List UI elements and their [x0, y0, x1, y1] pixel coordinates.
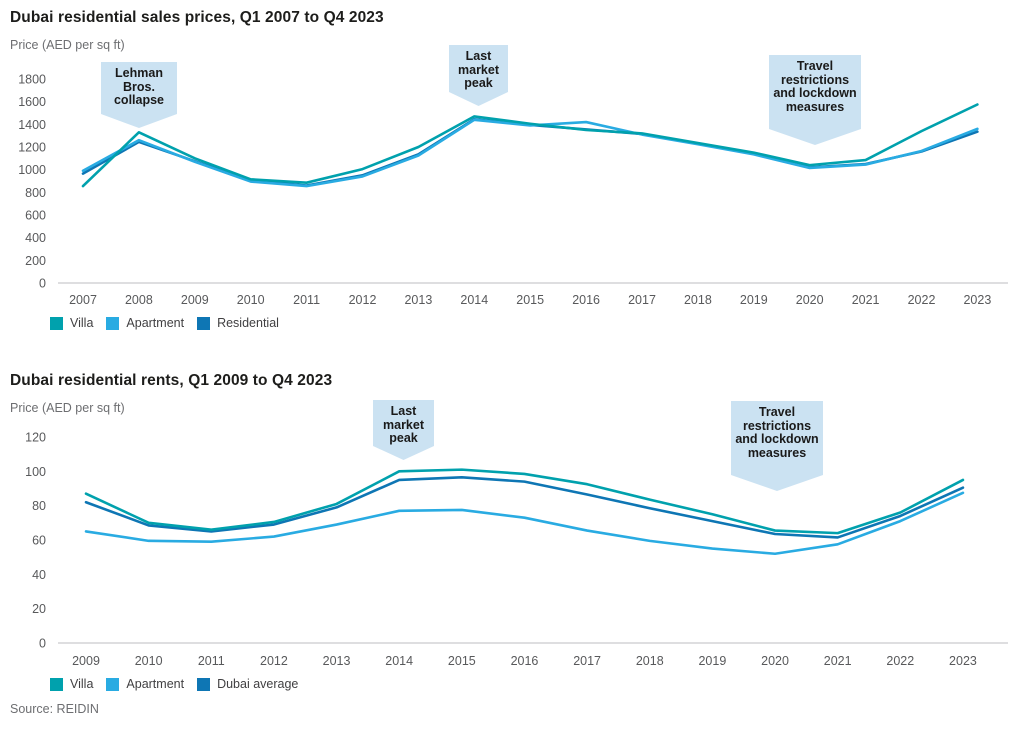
sales-legend: Villa Apartment Residential — [50, 316, 279, 330]
x-tick-label: 2013 — [404, 293, 432, 307]
legend-swatch-icon — [197, 316, 211, 330]
annotation-travel-1: Travel restrictions and lockdown measure… — [769, 55, 861, 145]
x-tick-label: 2015 — [448, 654, 476, 668]
series-line-apartment — [81, 118, 979, 188]
x-tick-label: 2014 — [385, 654, 413, 668]
legend-label: Villa — [70, 316, 94, 330]
rents-chart-title: Dubai residential rents, Q1 2009 to Q4 2… — [10, 372, 333, 389]
legend-label: Villa — [70, 677, 94, 691]
x-tick-label: 2014 — [460, 293, 488, 307]
x-tick-label: 2020 — [796, 293, 824, 307]
y-tick-label: 1400 — [18, 118, 46, 132]
sales-y-axis-title: Price (AED per sq ft) — [10, 38, 125, 52]
series-line-villa — [84, 468, 965, 535]
x-tick-label: 2009 — [181, 293, 209, 307]
y-tick-label: 120 — [25, 431, 46, 445]
x-tick-label: 2017 — [573, 654, 601, 668]
series-line-dubai-average — [84, 476, 965, 539]
legend-label: Dubai average — [217, 677, 299, 691]
x-tick-label: 2022 — [886, 654, 914, 668]
y-tick-label: 1200 — [18, 141, 46, 155]
x-tick-label: 2016 — [511, 654, 539, 668]
sales-chart-title: Dubai residential sales prices, Q1 2007 … — [10, 9, 384, 26]
legend-label: Apartment — [126, 677, 185, 691]
annotation-lehman: Lehman Bros. collapse — [101, 62, 177, 128]
sales-prices-chart: 0 200 400 600 800 1000 1200 1400 1600 1800 2007 200… — [18, 73, 1008, 307]
rents-legend: Villa Apartment Dubai average — [50, 677, 298, 691]
series-line-villa — [81, 103, 979, 188]
source-credit: Source: REIDIN — [10, 702, 99, 716]
annotation-peak-1: Last market peak — [449, 45, 508, 106]
y-tick-label: 0 — [39, 637, 46, 651]
x-tick-label: 2016 — [572, 293, 600, 307]
legend-item-villa: Villa — [50, 677, 93, 691]
x-tick-label: 2012 — [260, 654, 288, 668]
y-tick-label: 1000 — [18, 163, 46, 177]
x-tick-label: 2011 — [293, 293, 320, 307]
legend-label: Apartment — [126, 316, 185, 330]
x-tick-label: 2012 — [349, 293, 377, 307]
y-tick-label: 1800 — [18, 73, 46, 87]
legend-swatch-icon — [106, 316, 120, 330]
y-tick-label: 200 — [25, 254, 46, 268]
y-tick-label: 80 — [32, 499, 46, 513]
legend-swatch-icon — [106, 677, 120, 691]
x-tick-label: 2021 — [852, 293, 880, 307]
rents-y-axis-title: Price (AED per sq ft) — [10, 401, 125, 415]
y-tick-label: 800 — [25, 186, 46, 200]
y-tick-label: 0 — [39, 277, 46, 291]
legend-item-dubai-average: Dubai average — [197, 677, 298, 691]
x-tick-label: 2018 — [684, 293, 712, 307]
legend-swatch-icon — [197, 677, 211, 691]
x-tick-label: 2008 — [125, 293, 153, 307]
annotation-peak-2: Last market peak — [373, 400, 434, 460]
x-tick-label: 2010 — [135, 654, 163, 668]
x-tick-label: 2011 — [198, 654, 225, 668]
legend-item-apartment: Apartment — [106, 677, 184, 691]
x-tick-label: 2018 — [636, 654, 664, 668]
y-tick-label: 400 — [25, 231, 46, 245]
y-tick-label: 40 — [32, 568, 46, 582]
rents-chart: 0 20 40 60 80 100 120 2009 2010 2011 2012 2013 2014 2… — [25, 431, 1008, 668]
x-tick-label: 2015 — [516, 293, 544, 307]
annotation-travel-2: Travel restrictions and lockdown measure… — [731, 401, 823, 491]
y-tick-label: 60 — [32, 534, 46, 548]
y-tick-label: 100 — [25, 465, 46, 479]
x-tick-label: 2019 — [698, 654, 726, 668]
y-tick-label: 1600 — [18, 95, 46, 109]
y-tick-label: 20 — [32, 602, 46, 616]
x-tick-label: 2010 — [237, 293, 265, 307]
x-tick-label: 2022 — [908, 293, 936, 307]
x-tick-label: 2020 — [761, 654, 789, 668]
y-tick-label: 600 — [25, 209, 46, 223]
x-tick-label: 2013 — [323, 654, 351, 668]
legend-item-apartment: Apartment — [106, 316, 184, 330]
x-tick-label: 2009 — [72, 654, 100, 668]
x-tick-label: 2023 — [963, 293, 991, 307]
x-tick-label: 2021 — [824, 654, 852, 668]
x-tick-label: 2023 — [949, 654, 977, 668]
series-line-apartment — [84, 491, 965, 556]
legend-item-residential: Residential — [197, 316, 279, 330]
legend-swatch-icon — [50, 316, 63, 330]
x-tick-label: 2019 — [740, 293, 768, 307]
legend-label: Residential — [217, 316, 279, 330]
x-tick-label: 2017 — [628, 293, 656, 307]
x-tick-label: 2007 — [69, 293, 97, 307]
legend-item-villa: Villa — [50, 316, 93, 330]
legend-swatch-icon — [50, 677, 63, 691]
